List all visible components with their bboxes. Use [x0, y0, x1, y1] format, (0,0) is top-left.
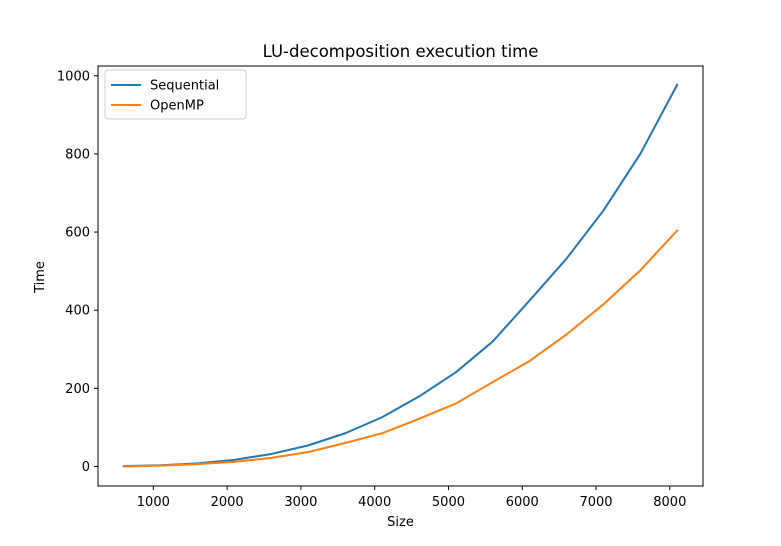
- plot-area: 1000 2000 3000 4000 5000 6000 7000 8000 0 200 400…: [57, 65, 704, 510]
- legend-label-sequential: Sequential: [150, 79, 219, 94]
- x-tick-label: 7000: [579, 495, 612, 510]
- x-axis-ticks: 1000 2000 3000 4000 5000 6000 7000 8000: [137, 486, 686, 510]
- y-tick-label: 200: [65, 382, 90, 397]
- y-axis-label: Time: [33, 261, 48, 294]
- x-tick-label: 5000: [432, 495, 465, 510]
- chart-title: LU-decomposition execution time: [263, 42, 539, 61]
- x-tick-label: 4000: [358, 495, 391, 510]
- y-tick-label: 400: [65, 304, 90, 319]
- x-tick-label: 8000: [653, 495, 686, 510]
- series-line-openmp: [122, 229, 679, 468]
- plot-frame: [97, 65, 704, 487]
- legend: Sequential OpenMP: [104, 69, 247, 120]
- legend-box: [104, 69, 247, 120]
- y-tick-label: 1000: [57, 69, 90, 84]
- x-tick-label: 6000: [506, 495, 539, 510]
- x-tick-label: 1000: [137, 495, 170, 510]
- y-tick-label: 800: [65, 147, 90, 162]
- legend-label-openmp: OpenMP: [150, 99, 204, 114]
- series-line-sequential: [122, 83, 679, 468]
- x-tick-label: 2000: [211, 495, 244, 510]
- y-axis-ticks: 0 200 400 600 800 1000: [57, 69, 98, 475]
- x-tick-label: 3000: [284, 495, 317, 510]
- x-axis-label: Size: [387, 515, 414, 530]
- series-lines: [122, 83, 679, 468]
- y-tick-label: 600: [65, 226, 90, 241]
- y-tick-label: 0: [82, 460, 90, 475]
